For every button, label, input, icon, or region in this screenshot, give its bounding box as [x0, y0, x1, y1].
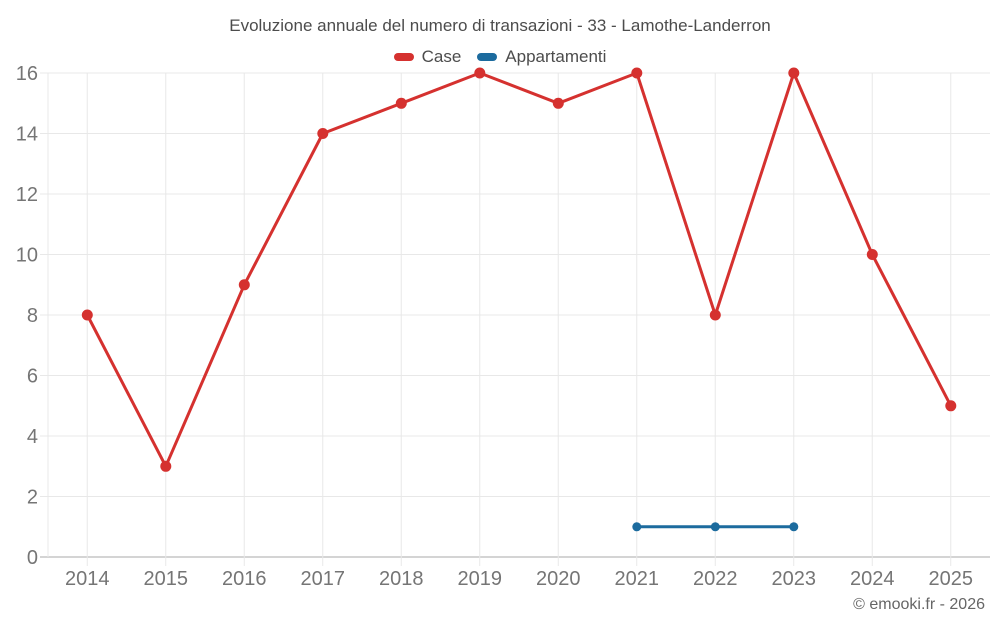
data-point-appartamenti-2023[interactable] — [789, 522, 799, 532]
legend-label-case: Case — [421, 47, 462, 66]
data-point-case-2017[interactable] — [317, 128, 329, 139]
data-point-appartamenti-2021[interactable] — [632, 522, 642, 532]
y-axis-tick-label: 0 — [27, 547, 38, 569]
series-line-case — [85, 71, 953, 468]
y-axis-tick-label: 10 — [16, 245, 38, 267]
y-axis-tick-label: 8 — [27, 305, 38, 327]
data-point-case-2023[interactable] — [788, 67, 800, 79]
data-point-case-2020[interactable] — [552, 97, 564, 109]
x-axis-tick-label: 2022 — [693, 568, 738, 590]
data-point-case-2014[interactable] — [81, 309, 93, 321]
data-point-case-2024[interactable] — [866, 249, 878, 260]
x-axis-tick-label: 2014 — [65, 568, 110, 590]
y-axis-tick-label: 4 — [27, 426, 38, 448]
x-axis-tick-label: 2025 — [929, 568, 974, 590]
y-axis-tick-label: 12 — [16, 184, 38, 206]
x-axis-tick-label: 2024 — [850, 568, 895, 590]
x-axis-tick-label: 2023 — [772, 568, 817, 590]
data-point-case-2016[interactable] — [238, 279, 250, 291]
data-point-case-2025[interactable] — [945, 400, 957, 412]
y-axis-tick-label: 2 — [27, 487, 38, 509]
legend-item-appartamenti[interactable]: Appartamenti — [477, 47, 606, 67]
data-point-case-2019[interactable] — [474, 67, 486, 79]
data-point-appartamenti-2022[interactable] — [710, 522, 720, 532]
x-axis-tick-label: 2018 — [379, 568, 424, 590]
copyright-credit: © emooki.fr - 2026 — [853, 596, 985, 613]
x-axis-tick-label: 2015 — [144, 568, 189, 590]
legend-label-appartamenti: Appartamenti — [505, 47, 607, 66]
legend-item-case[interactable]: Case — [393, 47, 462, 67]
data-point-case-2018[interactable] — [395, 97, 407, 109]
data-point-case-2022[interactable] — [709, 309, 721, 321]
x-axis-tick-label: 2016 — [222, 568, 267, 590]
data-point-case-2021[interactable] — [631, 67, 643, 79]
x-axis-tick-label: 2017 — [301, 568, 346, 590]
x-axis-tick-label: 2020 — [536, 568, 581, 590]
legend-swatch-case-icon — [393, 53, 414, 61]
chart-title: Evoluzione annuale del numero di transaz… — [229, 16, 771, 35]
y-axis-tick-label: 16 — [16, 63, 38, 85]
legend: Case Appartamenti — [0, 47, 1000, 67]
y-axis-tick-label: 14 — [16, 124, 38, 146]
legend-swatch-appartamenti-icon — [477, 53, 498, 61]
y-axis-tick-label: 6 — [27, 366, 38, 388]
data-point-case-2015[interactable] — [160, 460, 172, 472]
x-axis-tick-label: 2021 — [615, 568, 660, 590]
x-axis-tick-label: 2019 — [458, 568, 503, 590]
